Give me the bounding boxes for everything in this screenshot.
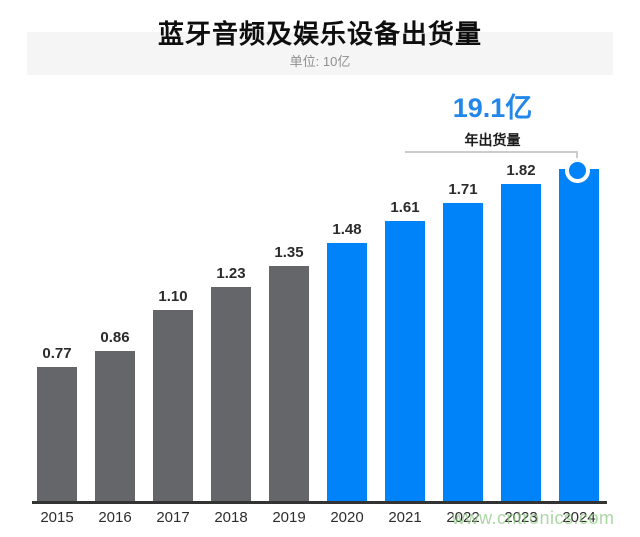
bar-2016	[95, 351, 135, 501]
bar-value-label-2016: 0.86	[100, 329, 130, 346]
bar-2023	[501, 184, 541, 501]
annotation-bracket-line	[405, 151, 578, 153]
bar-2018	[211, 287, 251, 501]
highlight-dot-marker	[565, 158, 590, 183]
watermark-text: www.cntronics.com	[452, 508, 615, 528]
bar-2021	[385, 221, 425, 501]
bar-value-label-2017: 1.10	[158, 288, 188, 305]
bar-2019	[269, 266, 309, 501]
bar-2024	[559, 169, 599, 501]
x-tick-label-2020: 2020	[330, 509, 364, 526]
x-tick-label-2019: 2019	[272, 509, 306, 526]
bar-value-label-2022: 1.71	[448, 181, 478, 198]
x-tick-label-2022: 2022	[446, 509, 480, 526]
x-tick-label-2021: 2021	[388, 509, 422, 526]
x-tick-label-2023: 2023	[504, 509, 538, 526]
x-tick-label-2015: 2015	[40, 509, 74, 526]
chart-title: 蓝牙音频及娱乐设备出货量	[157, 19, 482, 49]
x-tick-label-2018: 2018	[214, 509, 248, 526]
bar-value-label-2023: 1.82	[506, 162, 536, 179]
bar-2017	[153, 310, 193, 501]
bar-value-label-2018: 1.23	[216, 265, 246, 282]
highlight-annotation: 19.1亿 年出货量	[405, 93, 580, 150]
x-tick-label-2016: 2016	[98, 509, 132, 526]
header-band	[27, 32, 613, 75]
bar-2015	[37, 367, 77, 501]
bar-2022	[443, 203, 483, 501]
annotation-bracket-drop	[576, 151, 578, 161]
x-tick-label-2017: 2017	[156, 509, 190, 526]
annotation-label: 年出货量	[464, 132, 521, 148]
bar-value-label-2015: 0.77	[42, 345, 72, 362]
bar-2020	[327, 243, 367, 501]
x-tick-label-2024: 2024	[562, 509, 596, 526]
chart-unit-subtitle: 单位: 10亿	[289, 54, 351, 69]
annotation-value: 19.1亿	[452, 93, 533, 123]
bar-value-label-2020: 1.48	[332, 221, 362, 238]
bar-value-label-2019: 1.35	[274, 244, 304, 261]
bar-value-label-2021: 1.61	[390, 199, 420, 216]
x-axis-line	[32, 501, 607, 504]
